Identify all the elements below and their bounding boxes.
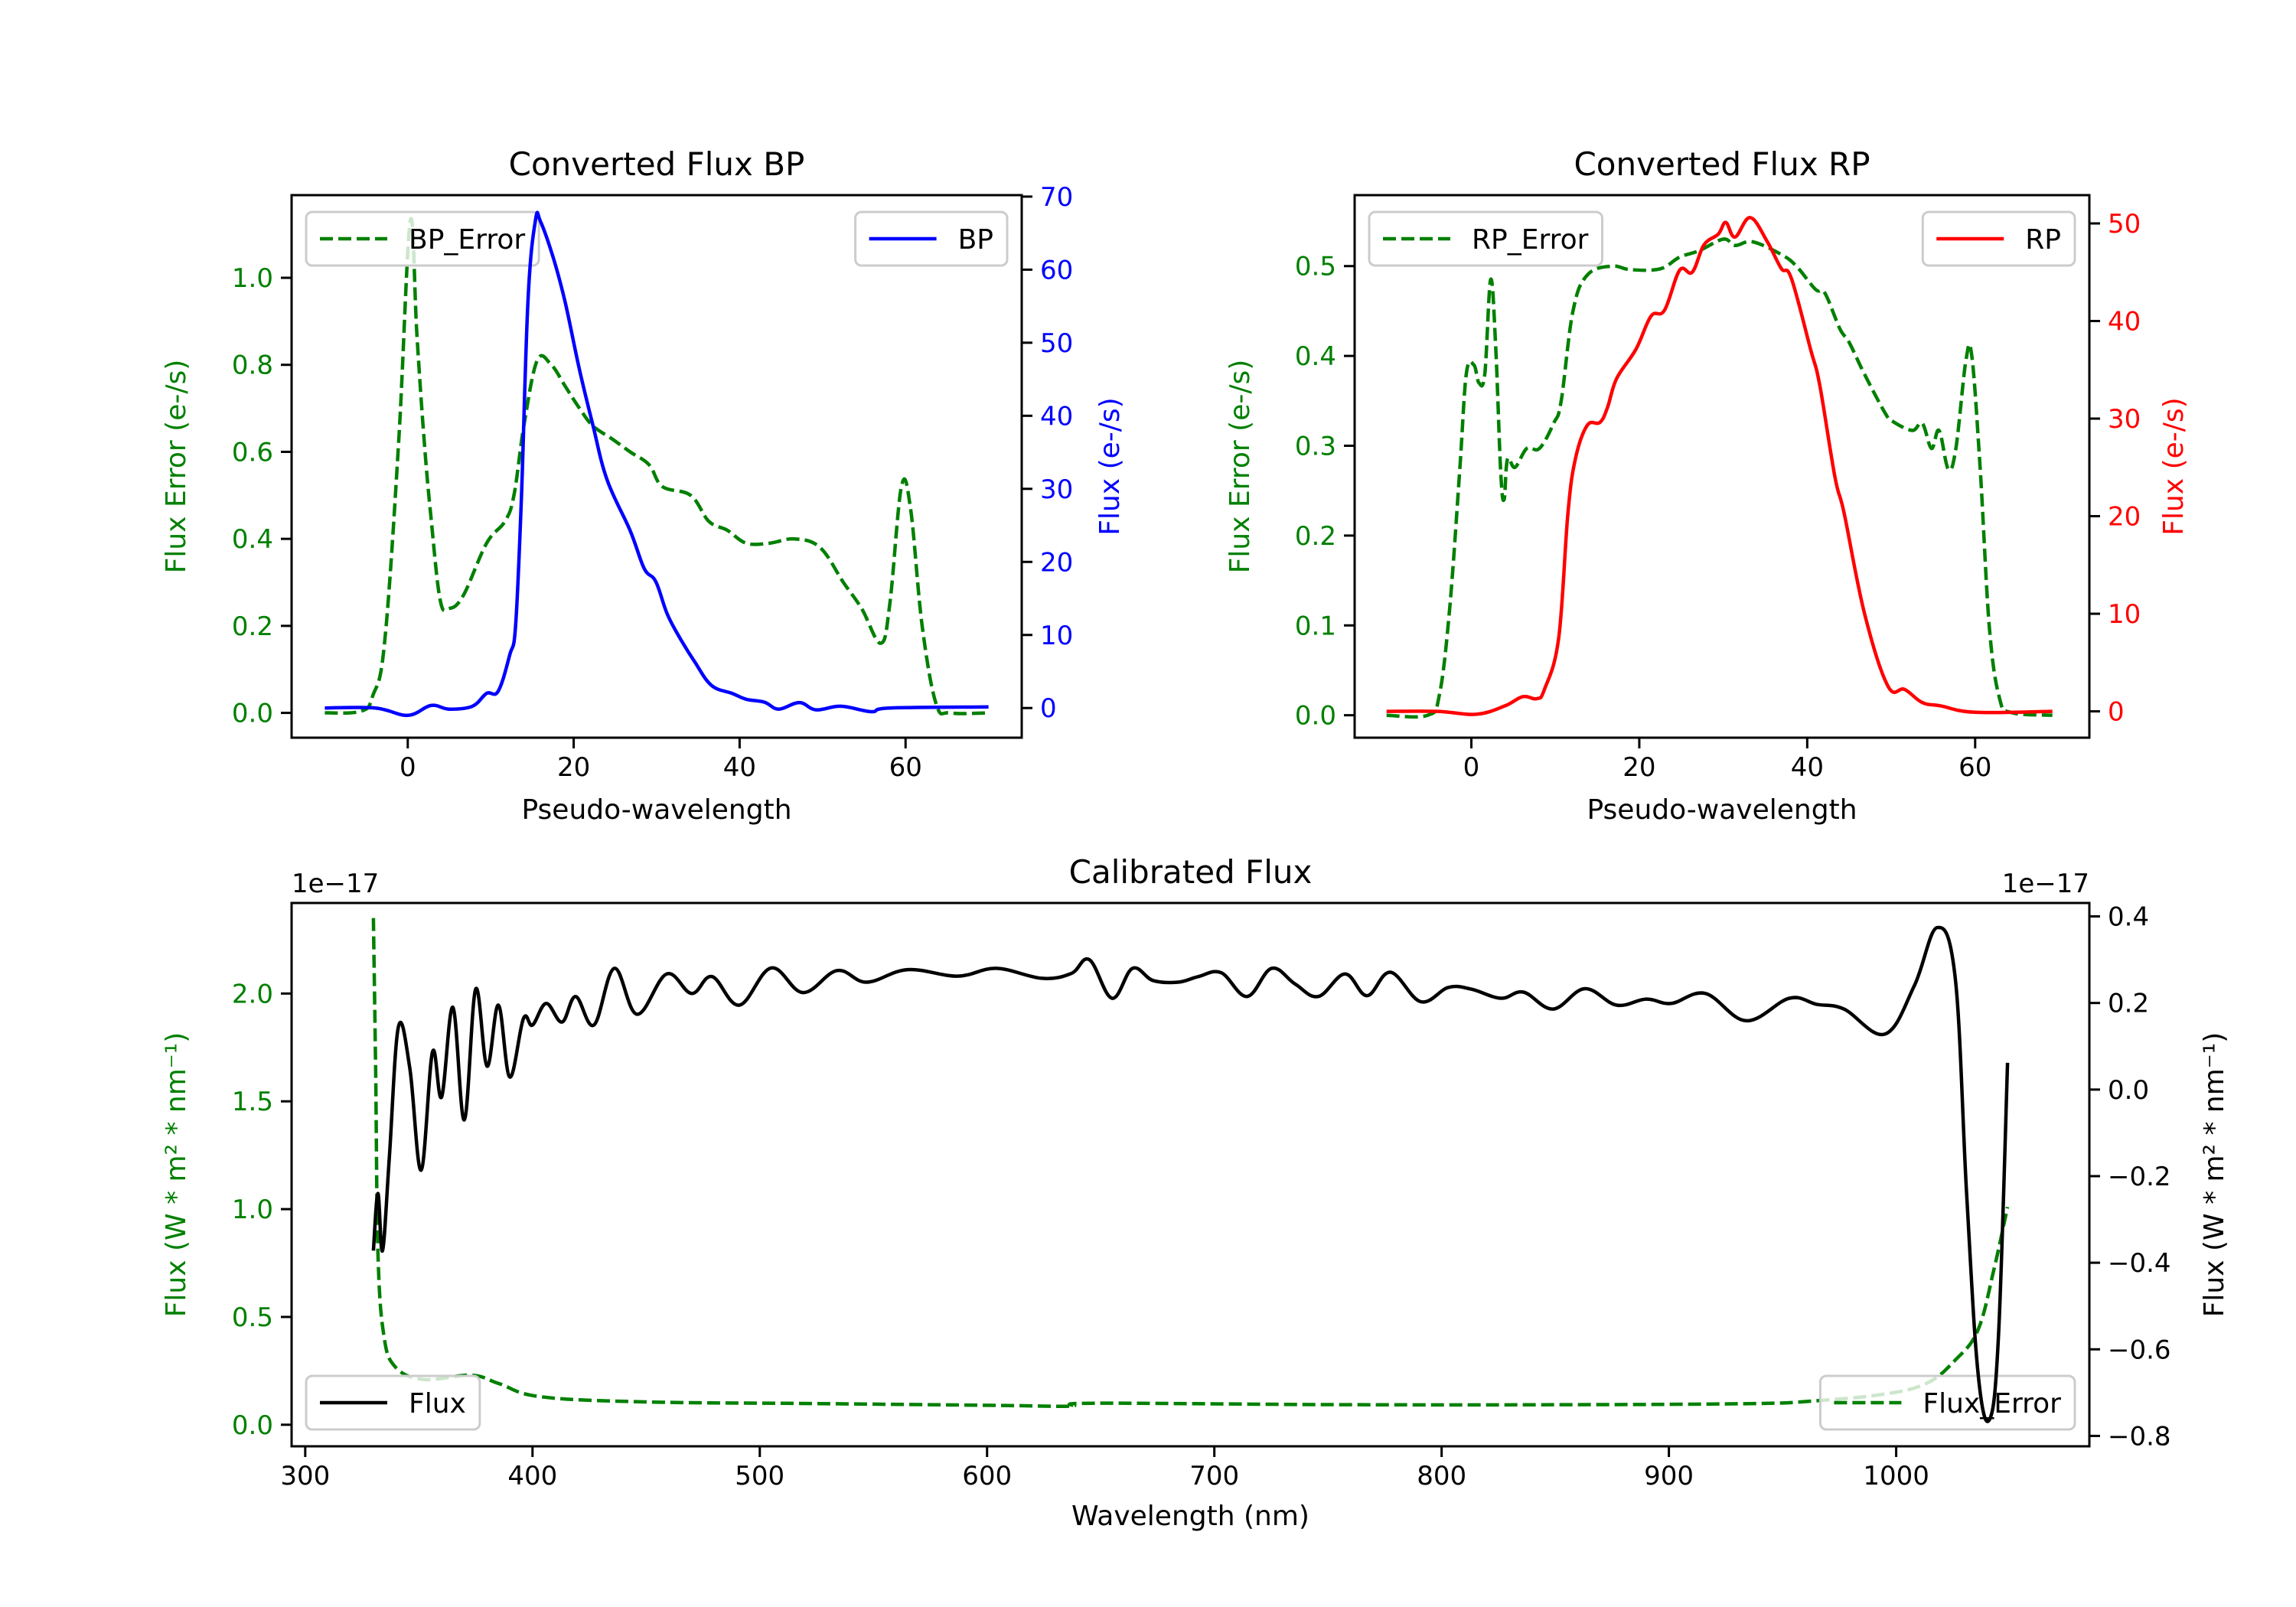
series-line-flux xyxy=(371,925,2010,1423)
x-tick-label: 300 xyxy=(280,1461,330,1491)
y-axis-label-right: Flux (W * m² * nm⁻¹) xyxy=(2199,1032,2230,1318)
y-tick-label-right: 20 xyxy=(2108,502,2141,533)
x-tick-label: 500 xyxy=(735,1461,784,1491)
x-tick-label: 700 xyxy=(1189,1461,1239,1491)
offset-text-left: 1e−17 xyxy=(292,869,379,899)
y-tick-label-right: 70 xyxy=(1040,182,1073,213)
y-tick-label-right: 50 xyxy=(1040,328,1073,359)
y-tick-label-left: 0.0 xyxy=(232,1410,273,1441)
y-tick-label-right: 50 xyxy=(2108,209,2141,240)
y-tick-label-right: 40 xyxy=(2108,306,2141,337)
y-tick-label-left: 0.5 xyxy=(1295,252,1336,282)
chart-cal: Calibrated Flux Wavelength (nm) Flux (W * … xyxy=(161,853,2230,1532)
y-tick-label-left: 0.4 xyxy=(1295,341,1336,372)
legend-label: BP xyxy=(958,224,993,256)
x-tick-label: 600 xyxy=(962,1461,1012,1491)
x-tick-label: 60 xyxy=(1958,752,1991,783)
legend-flux-error: Flux_Error xyxy=(1818,1374,2076,1431)
y-tick-label-left: 0.0 xyxy=(232,699,273,729)
y-tick-label-left: 1.0 xyxy=(232,1195,273,1225)
x-tick-label: 400 xyxy=(507,1461,557,1491)
y-axis-label-left: Flux (W * m² * nm⁻¹) xyxy=(161,1032,192,1318)
y-tick-label-left: 0.4 xyxy=(232,524,273,555)
chart-title: Converted Flux RP xyxy=(1574,145,1870,183)
y-tick-label-right: 30 xyxy=(2108,404,2141,435)
offset-text-right: 1e−17 xyxy=(2002,869,2089,899)
legend-label: BP_Error xyxy=(409,224,525,256)
y-tick-label-left: 0.3 xyxy=(1295,432,1336,462)
chart-bp: Converted Flux BP Pseudo-wavelength Flux E… xyxy=(161,145,1126,826)
y-tick-label-right: 0 xyxy=(2108,697,2125,728)
y-tick-label-right: 30 xyxy=(1040,474,1073,505)
chart-title: Converted Flux BP xyxy=(509,145,805,183)
y-tick-label-right: 0.2 xyxy=(2108,989,2149,1019)
y-tick-label-left: 1.0 xyxy=(232,263,273,294)
series-line-bp xyxy=(325,210,989,718)
y-tick-label-left: 0.2 xyxy=(232,611,273,642)
x-tick-label: 0 xyxy=(1463,752,1480,783)
y-tick-label-right: −0.4 xyxy=(2108,1248,2171,1279)
y-tick-label-right: −0.2 xyxy=(2108,1162,2171,1192)
y-tick-label-right: 20 xyxy=(1040,547,1073,578)
x-tick-label: 800 xyxy=(1417,1461,1466,1491)
x-tick-label: 20 xyxy=(557,752,590,783)
y-tick-label-right: −0.6 xyxy=(2108,1335,2171,1365)
legend-box xyxy=(305,1374,481,1431)
y-tick-label-left: 0.0 xyxy=(1295,701,1336,732)
x-tick-label: 900 xyxy=(1644,1461,1694,1491)
x-tick-label: 20 xyxy=(1623,752,1655,783)
y-tick-label-right: 40 xyxy=(1040,401,1073,432)
series-line-rp-error xyxy=(1386,237,2053,719)
y-tick-label-right: 0.4 xyxy=(2108,902,2149,933)
legend-bp: BP xyxy=(854,210,1009,267)
legend-rp-error: RP_Error xyxy=(1368,210,1603,267)
y-axis-label-right: Flux (e-/s) xyxy=(2158,397,2190,535)
x-axis-label: Pseudo-wavelength xyxy=(1587,794,1857,826)
axes-frame xyxy=(290,901,2091,1448)
y-tick-label-right: −0.8 xyxy=(2108,1421,2171,1452)
legend-flux: Flux xyxy=(305,1374,481,1431)
y-tick-label-left: 0.8 xyxy=(232,350,273,381)
y-tick-label-left: 2.0 xyxy=(232,979,273,1009)
legend-bp-error: BP_Error xyxy=(305,210,540,267)
y-tick-label-right: 60 xyxy=(1040,255,1073,285)
axes-frame xyxy=(1353,194,2091,739)
y-tick-label-left: 0.5 xyxy=(232,1302,273,1333)
x-tick-label: 40 xyxy=(1791,752,1824,783)
x-tick-label: 40 xyxy=(723,752,756,783)
y-axis-label-left: Flux Error (e-/s) xyxy=(161,360,192,574)
axes-frame xyxy=(290,194,1023,739)
x-tick-label: 1000 xyxy=(1863,1461,1929,1491)
y-tick-label-right: 10 xyxy=(2108,599,2141,630)
y-tick-label-left: 1.5 xyxy=(232,1087,273,1117)
chart-rp: Converted Flux RP Pseudo-wavelength Flux E… xyxy=(1225,145,2190,826)
legend-label: RP_Error xyxy=(1472,224,1589,256)
y-tick-label-left: 0.2 xyxy=(1295,521,1336,552)
y-tick-label-left: 0.6 xyxy=(232,437,273,468)
x-axis-label: Pseudo-wavelength xyxy=(521,794,791,826)
y-tick-label-left: 0.1 xyxy=(1295,611,1336,641)
x-tick-label: 60 xyxy=(889,752,922,783)
chart-title: Calibrated Flux xyxy=(1069,853,1313,891)
legend-box xyxy=(1818,1374,2076,1431)
legend-label: RP xyxy=(2025,224,2061,256)
y-axis-label-left: Flux Error (e-/s) xyxy=(1225,360,1256,574)
y-tick-label-right: 10 xyxy=(1040,621,1073,651)
series-line-flux-error xyxy=(371,918,2010,1408)
y-tick-label-right: 0 xyxy=(1040,693,1057,724)
series-line-rp xyxy=(1386,216,2053,716)
x-tick-label: 0 xyxy=(400,752,416,783)
x-axis-label: Wavelength (nm) xyxy=(1071,1501,1309,1532)
legend-box xyxy=(305,210,540,267)
legend-rp: RP xyxy=(1921,210,2076,267)
legend-box xyxy=(1368,210,1603,267)
legend-label: Flux xyxy=(409,1388,466,1420)
y-tick-label-right: 0.0 xyxy=(2108,1075,2149,1106)
y-axis-label-right: Flux (e-/s) xyxy=(1094,397,1126,535)
